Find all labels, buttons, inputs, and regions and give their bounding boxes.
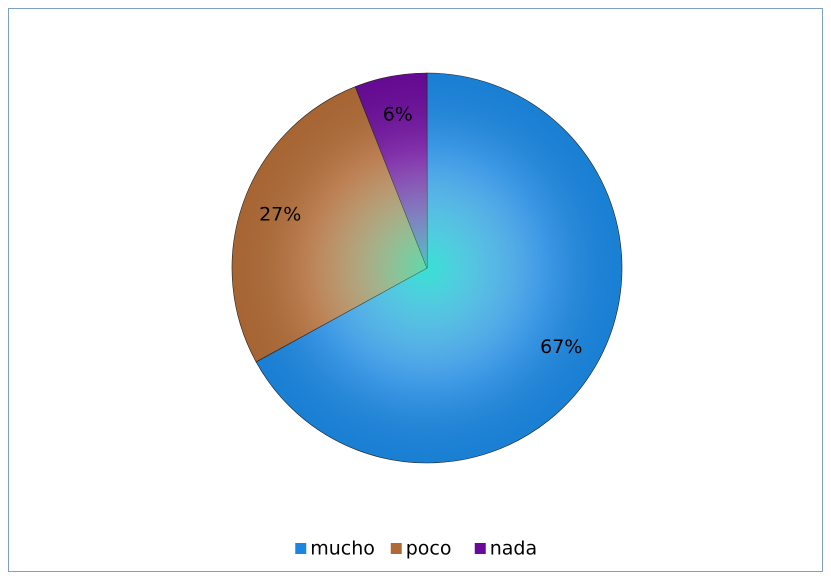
pie-slice-shine xyxy=(232,86,427,362)
data-label: 6% xyxy=(383,103,413,125)
legend-swatch xyxy=(474,543,486,554)
data-label: 67% xyxy=(540,336,582,358)
legend-label: nada xyxy=(490,538,537,560)
legend-swatch xyxy=(390,543,402,554)
data-label: 27% xyxy=(259,204,301,226)
legend-swatch xyxy=(295,543,307,554)
legend-label: poco xyxy=(406,538,452,560)
pie-slice-shine xyxy=(256,73,622,463)
pie-slice-shine xyxy=(355,73,427,268)
legend-label: mucho xyxy=(310,538,375,560)
